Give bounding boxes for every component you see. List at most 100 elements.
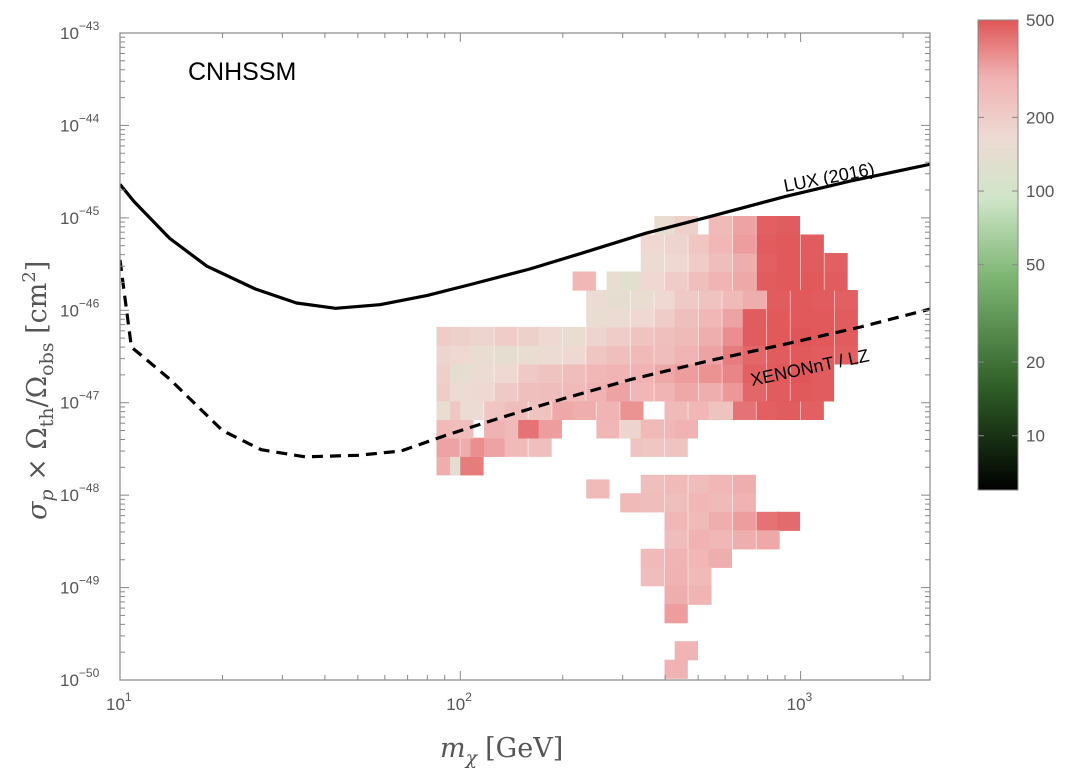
heatmap-cell <box>664 437 688 457</box>
heatmap-cell <box>732 474 756 494</box>
heatmap-cell <box>722 382 746 402</box>
heatmap-cell <box>790 363 814 383</box>
colorbar-tick-label: 50 <box>1026 256 1045 275</box>
heatmap-cell <box>518 326 542 346</box>
heatmap-cell <box>776 216 801 236</box>
heatmap-cell <box>606 345 630 365</box>
heatmap-cell <box>640 234 664 254</box>
heatmap-cell <box>654 363 678 383</box>
heatmap-cell <box>640 253 664 273</box>
heatmap-cell <box>800 234 824 254</box>
heatmap-cell <box>528 437 552 457</box>
heatmap-cell <box>688 234 712 254</box>
heatmap-cell <box>450 326 474 346</box>
heatmap-cell <box>654 382 678 402</box>
heatmap-cell <box>742 326 767 346</box>
colorbar-tick-label: 100 <box>1026 182 1054 201</box>
y-tick-label: 10−49 <box>60 574 100 598</box>
heatmap-cell <box>790 326 814 346</box>
heatmap-cell <box>834 290 858 310</box>
heatmap-cell <box>674 326 698 346</box>
heatmap-cell <box>742 382 767 402</box>
heatmap-cell <box>518 419 542 439</box>
heatmap-cell <box>742 345 767 365</box>
heatmap-cell <box>640 548 664 568</box>
heatmap-cell <box>742 308 767 328</box>
heatmap-cell <box>732 253 756 273</box>
heatmap-cell <box>790 345 814 365</box>
lux-2016-curve <box>120 162 930 310</box>
heatmap-cell <box>810 363 835 383</box>
heatmap-cell <box>708 271 732 291</box>
heatmap-cell <box>664 493 688 513</box>
y-tick-label: 10−50 <box>60 666 100 690</box>
heatmap-cell <box>766 363 790 383</box>
heatmap-cell <box>674 419 698 439</box>
heatmap-cell <box>688 585 712 605</box>
heatmap-cell <box>708 511 732 531</box>
heatmap-cell <box>810 290 835 310</box>
heatmap-cell <box>504 437 528 457</box>
heatmap-cell <box>688 474 712 494</box>
heatmap-cell <box>688 530 712 550</box>
heatmap-cell <box>596 400 620 420</box>
heatmap-cell <box>800 271 824 291</box>
heatmap-cell <box>606 290 630 310</box>
heatmap-cell <box>606 326 630 346</box>
heatmap-cell <box>756 400 780 420</box>
heatmap-cell <box>640 474 664 494</box>
heatmap-cell <box>586 363 610 383</box>
heatmap-cell <box>640 419 664 439</box>
heatmap-cell <box>494 345 518 365</box>
heatmap-cell <box>664 400 688 420</box>
y-tick-label: 10−45 <box>60 204 100 228</box>
heatmap-cell <box>654 290 678 310</box>
heatmap-cell <box>824 253 848 273</box>
heatmap-cell <box>460 456 484 476</box>
heatmap-cell <box>538 345 562 365</box>
heatmap-cell <box>586 308 610 328</box>
heatmap-cell <box>698 363 722 383</box>
heatmap-cell <box>664 585 688 605</box>
heatmap-cell <box>722 308 746 328</box>
heatmap-cell <box>722 363 746 383</box>
heatmap-cell <box>664 548 688 568</box>
heatmap-cell <box>834 308 858 328</box>
heatmap-cell <box>688 548 712 568</box>
heatmap-cell <box>688 567 712 587</box>
heatmap-cell <box>654 345 678 365</box>
heatmap-cell <box>698 382 722 402</box>
heatmap-cell <box>518 363 542 383</box>
heatmap-cell <box>834 345 858 365</box>
heatmap-cell <box>562 326 586 346</box>
y-tick-label: 10−43 <box>60 19 100 43</box>
heatmap-cell <box>450 382 474 402</box>
heatmap-cell <box>664 604 688 624</box>
y-tick-label: 10−44 <box>60 111 100 135</box>
heatmap-cell <box>494 326 518 346</box>
heatmap-cell <box>640 567 664 587</box>
heatmap-cell <box>450 345 474 365</box>
heatmap-cell <box>708 474 732 494</box>
heatmap-cell <box>756 511 780 531</box>
colorbar-tick-label: 20 <box>1026 353 1045 372</box>
heatmap-cell <box>484 419 508 439</box>
heatmap-cell <box>620 493 644 513</box>
heatmap-cell <box>732 493 756 513</box>
y-tick-label: 10−48 <box>60 481 100 505</box>
x-axis-label: mχ [GeV] <box>440 733 563 769</box>
heatmap-cell <box>630 308 654 328</box>
plot-frame <box>119 32 931 681</box>
heatmap-cell <box>586 345 610 365</box>
heatmap-cell <box>674 290 698 310</box>
heatmap-cell <box>732 271 756 291</box>
heatmap-cell <box>518 382 542 402</box>
lux-curve-label: LUX (2016) <box>782 159 876 196</box>
heatmap-cell <box>538 382 562 402</box>
heatmap-cell <box>708 493 732 513</box>
heatmap-cell <box>620 400 644 420</box>
heatmap-cell <box>674 641 698 661</box>
heatmap-cell <box>664 530 688 550</box>
heatmap-cell <box>708 216 732 236</box>
